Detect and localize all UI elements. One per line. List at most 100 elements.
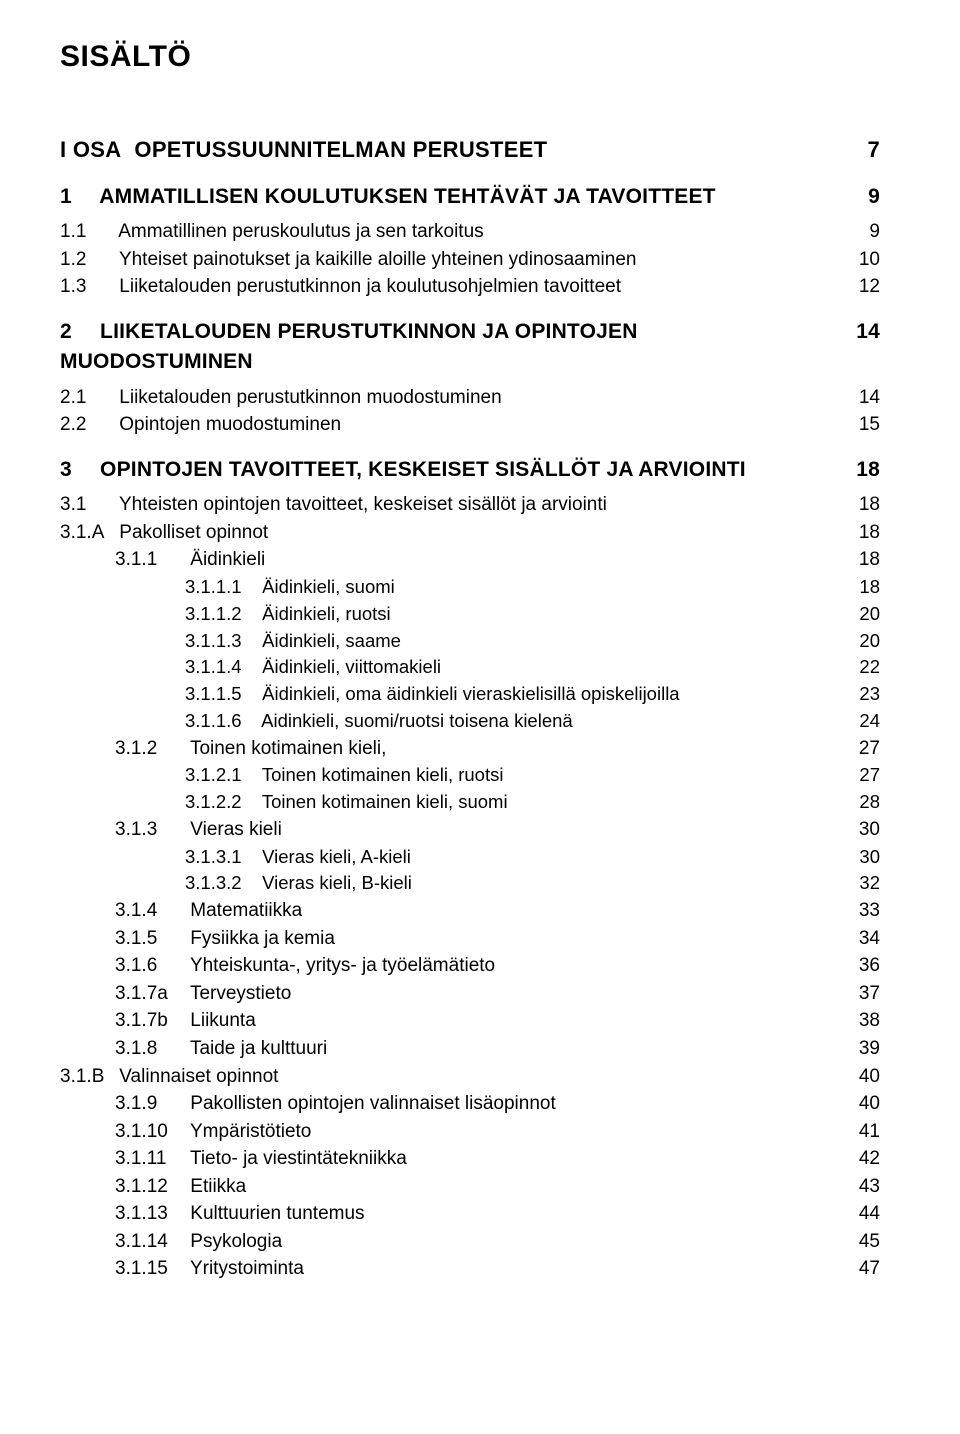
toc-entry-page: 44: [836, 1200, 880, 1228]
toc-entry-label: 3.1.3 Vieras kieli: [115, 816, 836, 844]
toc-entry-page: 30: [836, 844, 880, 871]
toc-entry-number: 3.1.10: [115, 1118, 185, 1146]
toc-entry-number: 3.1.12: [115, 1173, 185, 1201]
toc-entry: 2 LIIKETALOUDEN PERUSTUTKINNON JA OPINTO…: [60, 317, 880, 378]
toc-entry: 3.1.6 Yhteiskunta-, yritys- ja työelämät…: [60, 952, 880, 980]
toc-entry-number: 1: [60, 182, 94, 212]
toc-entry-title: Toinen kotimainen kieli, ruotsi: [262, 764, 504, 785]
toc-entry-title: Opintojen muodostuminen: [119, 414, 341, 435]
toc-entry-page: 33: [836, 897, 880, 925]
toc-entry-page: 36: [836, 952, 880, 980]
toc-entry-number: 3.1.1.3: [185, 628, 257, 655]
toc-entry-page: 39: [836, 1035, 880, 1063]
toc-entry-page: 9: [836, 182, 880, 212]
toc-entry-label: 3.1.8 Taide ja kulttuuri: [115, 1035, 836, 1063]
toc-entry-number: 3.1.5: [115, 925, 185, 953]
toc-entry-label: 3.1.1.3 Äidinkieli, saame: [185, 628, 836, 655]
toc-entry-title: Yritystoiminta: [190, 1258, 304, 1279]
toc-entry-number: 3.1.6: [115, 952, 185, 980]
toc-entry-page: 38: [836, 1007, 880, 1035]
toc-entry-title: Vieras kieli, A-kieli: [262, 846, 411, 867]
toc-entry-page: 28: [836, 789, 880, 816]
toc-entry-label: 3.1.1.1 Äidinkieli, suomi: [185, 574, 836, 601]
toc-entry-label: 1.2 Yhteiset painotukset ja kaikille alo…: [60, 246, 836, 274]
toc-entry-title: Fysiikka ja kemia: [190, 928, 335, 949]
page-title: SISÄLTÖ: [60, 40, 880, 74]
toc-entry-title: OPETUSSUUNNITELMAN PERUSTEET: [134, 137, 547, 162]
toc-entry: 3.1.5 Fysiikka ja kemia34: [60, 925, 880, 953]
toc-entry-title: LIIKETALOUDEN PERUSTUTKINNON JA OPINTOJE…: [60, 320, 638, 373]
toc-entry-number: 3.1.7a: [115, 980, 185, 1008]
toc-entry: 3.1.2.2 Toinen kotimainen kieli, suomi 28: [60, 789, 880, 816]
toc-entry-title: Valinnaiset opinnot: [119, 1066, 278, 1087]
toc-entry-page: 37: [836, 980, 880, 1008]
toc-entry-number: 3.1.8: [115, 1035, 185, 1063]
toc-entry: 1.2 Yhteiset painotukset ja kaikille alo…: [60, 246, 880, 274]
toc-entry-page: 40: [836, 1063, 880, 1091]
toc-entry-label: 2.1 Liiketalouden perustutkinnon muodost…: [60, 384, 836, 412]
toc-entry-page: 45: [836, 1228, 880, 1256]
toc-entry-number: 3.1.2: [115, 735, 185, 763]
toc-entry: 3.1.1.3 Äidinkieli, saame20: [60, 628, 880, 655]
toc-entry-title: Kulttuurien tuntemus: [190, 1203, 364, 1224]
toc-entry-title: Psykologia: [190, 1231, 282, 1252]
toc-entry-page: 43: [836, 1173, 880, 1201]
toc-entry-page: 18: [836, 546, 880, 574]
toc-entry-page: 12: [836, 273, 880, 301]
toc-entry-page: 20: [836, 628, 880, 655]
toc-entry-page: 32: [836, 870, 880, 897]
toc-entry-number: 3.1.2.1: [185, 762, 257, 789]
toc-entry-title: Terveystieto: [190, 983, 291, 1004]
toc-entry-page: 22: [836, 654, 880, 681]
toc-entry: 3 OPINTOJEN TAVOITTEET, KESKEISET SISÄLL…: [60, 455, 880, 485]
toc-entry-title: Ympäristötieto: [190, 1121, 311, 1142]
toc-entry-number: 3: [60, 455, 94, 485]
toc-entry-page: 40: [836, 1090, 880, 1118]
toc-entry-title: Ammatillinen peruskoulutus ja sen tarkoi…: [118, 221, 483, 242]
toc-entry-number: 3.1.1.6: [185, 708, 257, 735]
toc-entry-title: Yhteiskunta-, yritys- ja työelämätieto: [190, 955, 495, 976]
toc-entry-title: Äidinkieli, oma äidinkieli vieraskielisi…: [262, 683, 679, 704]
toc-entry-page: 27: [836, 735, 880, 763]
toc-entry-title: Tieto- ja viestintätekniikka: [190, 1148, 407, 1169]
toc-entry-title: Toinen kotimainen kieli,: [190, 738, 386, 759]
toc-entry-label: 2.2 Opintojen muodostuminen: [60, 411, 836, 439]
toc-entry-title: Vieras kieli, B-kieli: [262, 872, 412, 893]
toc-entry-label: 2 LIIKETALOUDEN PERUSTUTKINNON JA OPINTO…: [60, 317, 836, 378]
toc-entry-label: 3.1.1.6 Aidinkieli, suomi/ruotsi toisena…: [185, 708, 836, 735]
toc-entry-number: 3.1.1.1: [185, 574, 257, 601]
toc-entry-label: 3.1.14 Psykologia: [115, 1228, 836, 1256]
toc-entry-number: 2: [60, 317, 94, 347]
toc-entry: 3.1.1 Äidinkieli18: [60, 546, 880, 574]
toc-entry-label: 3.1.1.2 Äidinkieli, ruotsi: [185, 601, 836, 628]
toc-entry-title: Toinen kotimainen kieli, suomi: [262, 791, 508, 812]
toc-entry-title: Aidinkieli, suomi/ruotsi toisena kielenä: [261, 710, 573, 731]
toc-entry: 3.1.3 Vieras kieli30: [60, 816, 880, 844]
toc-entry-title: Yhteisten opintojen tavoitteet, keskeise…: [119, 494, 607, 515]
toc-entry-page: 14: [836, 384, 880, 412]
toc-entry-label: 3.1.5 Fysiikka ja kemia: [115, 925, 836, 953]
toc-entry-number: 3.1.1.4: [185, 654, 257, 681]
toc-entry-title: Äidinkieli: [190, 549, 265, 570]
toc-entry-number: 2.1: [60, 384, 114, 412]
toc-entry-label: 3.1.1.5 Äidinkieli, oma äidinkieli viera…: [185, 681, 836, 708]
toc-entry-page: 20: [836, 601, 880, 628]
toc-entry-number: 3.1.9: [115, 1090, 185, 1118]
toc-entry-page: 15: [836, 411, 880, 439]
toc-entry-number: 3.1.2.2: [185, 789, 257, 816]
toc-entry: 3.1.3.1 Vieras kieli, A-kieli30: [60, 844, 880, 871]
toc-entry-page: 18: [836, 519, 880, 547]
toc-entry: 3.1.9 Pakollisten opintojen valinnaiset …: [60, 1090, 880, 1118]
toc-entry-number: 1.2: [60, 246, 114, 274]
toc-entry-label: 3.1.A Pakolliset opinnot: [60, 519, 836, 547]
toc-entry-page: 14: [836, 317, 880, 347]
toc-entry: 1.3 Liiketalouden perustutkinnon ja koul…: [60, 273, 880, 301]
toc-entry: 1.1 Ammatillinen peruskoulutus ja sen ta…: [60, 218, 880, 246]
toc-entry-page: 41: [836, 1118, 880, 1146]
toc-entry-label: 3.1.3.1 Vieras kieli, A-kieli: [185, 844, 836, 871]
toc-entry: 3.1.1.2 Äidinkieli, ruotsi20: [60, 601, 880, 628]
toc-entry-page: 18: [836, 491, 880, 519]
toc-entry-number: 3.1.1.5: [185, 681, 257, 708]
toc-entry-label: 3.1.7b Liikunta: [115, 1007, 836, 1035]
toc-entry: 3.1.B Valinnaiset opinnot40: [60, 1063, 880, 1091]
